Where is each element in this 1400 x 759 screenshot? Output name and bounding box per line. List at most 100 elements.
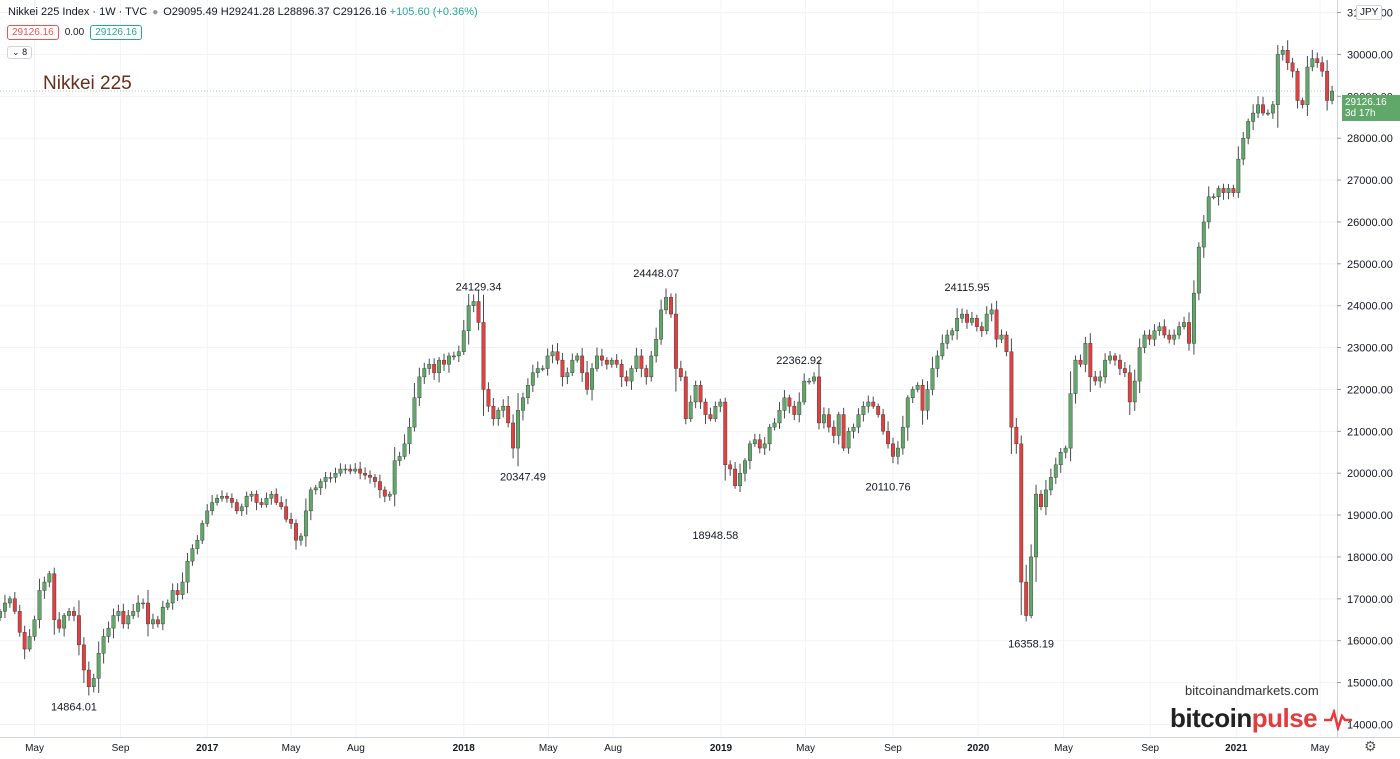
candle-body [175, 590, 180, 595]
candle-body [190, 548, 195, 562]
candle-body [170, 590, 175, 604]
candle-body [984, 313, 989, 332]
candle-body [802, 380, 807, 403]
candle-body [1295, 70, 1300, 101]
candle-body [664, 297, 668, 311]
annotation-label: 22362.92 [776, 355, 822, 367]
candle-body [1004, 334, 1009, 352]
candle-body [920, 385, 925, 411]
candle-body [1196, 246, 1201, 294]
x-tick-label: 2017 [196, 743, 219, 754]
candle-body [155, 619, 160, 625]
candle-body [101, 636, 106, 654]
y-tick-label: 30000.00 [1347, 49, 1393, 61]
candle-body [215, 498, 220, 503]
candle-body [210, 502, 215, 512]
x-tick-label: Sep [112, 743, 130, 754]
candle-body [353, 468, 358, 472]
x-tick-label: May [1311, 743, 1330, 754]
candle-body [1236, 158, 1241, 193]
candle-body [836, 414, 841, 436]
candle-body [861, 405, 866, 415]
annotation-label: 20347.49 [500, 472, 546, 484]
candle-body [688, 401, 693, 419]
candle-body [451, 355, 456, 358]
candle-body [131, 611, 136, 616]
candle-body [856, 414, 861, 428]
candle-body [999, 334, 1004, 340]
x-tick-label: May [1054, 743, 1073, 754]
candle-body [772, 422, 777, 428]
candle-body [506, 405, 511, 424]
candle-body [501, 405, 506, 411]
candle-body [974, 318, 979, 327]
candle-body [1256, 104, 1260, 114]
candle-body [950, 330, 955, 336]
candle-body [1029, 556, 1034, 616]
candle-body [308, 489, 313, 512]
candle-body [590, 368, 594, 390]
candle-body [422, 368, 427, 378]
y-tick-label: 24000.00 [1347, 301, 1393, 313]
candle-body [1187, 322, 1191, 344]
indicator-count: 8 [22, 47, 28, 57]
candle-body [1039, 493, 1043, 507]
y-tick-label: 21000.00 [1347, 426, 1393, 438]
candle-body [762, 443, 767, 449]
time-axis[interactable]: May Sep 2017 May Aug 2018 May Aug 2019 May Sep 2020… [0, 737, 1400, 755]
candle-body [683, 376, 688, 419]
candle-body [57, 619, 62, 629]
candle-body [348, 468, 353, 472]
candle-body [432, 364, 437, 373]
candle-body [72, 611, 76, 616]
candle-body [826, 414, 831, 428]
candle-body [669, 297, 673, 315]
candle-body [871, 401, 876, 407]
candle-body [925, 389, 930, 411]
candle-body [644, 368, 649, 378]
x-tick-label: Sep [884, 743, 902, 754]
candle-body [77, 615, 81, 646]
bid-price-box[interactable]: 29126.16 [7, 25, 59, 40]
candle-body [649, 355, 654, 378]
chart-legend: Nikkei 225 Index · 1W · TVC ● O29095.49 … [8, 6, 478, 18]
candle-body [516, 410, 520, 449]
candle-body [1305, 66, 1310, 105]
change-value: +105.60 (+0.36%) [389, 6, 478, 18]
candle-body [239, 506, 244, 512]
candle-body [1162, 326, 1167, 336]
candle-body [930, 368, 935, 390]
candle-body [67, 611, 71, 616]
candle-body [886, 431, 890, 445]
candle-body [1068, 393, 1073, 449]
candle-body [752, 439, 757, 445]
price-axis-bg [1337, 0, 1400, 759]
candle-body [738, 472, 742, 486]
currency-label[interactable]: JPY [1356, 5, 1383, 20]
candle-body [910, 389, 915, 399]
candle-body [126, 615, 131, 625]
settings-gear-icon[interactable]: ⚙ [1364, 738, 1377, 754]
candle-body [876, 405, 881, 415]
candle-body [1280, 50, 1285, 55]
candle-body [1043, 489, 1048, 507]
candle-body [945, 334, 950, 344]
candle-body [456, 351, 461, 357]
y-tick-label: 15000.00 [1347, 678, 1393, 690]
candle-body [767, 426, 772, 445]
candle-body [969, 318, 974, 323]
symbol-title[interactable]: Nikkei 225 Index · 1W · TVC [8, 6, 148, 18]
candle-body [728, 464, 733, 470]
candle-body [27, 636, 32, 650]
indicator-toggle-button[interactable]: ⌄ 8 [7, 46, 33, 59]
y-tick-label: 25000.00 [1347, 259, 1393, 271]
annotation-label: 24129.34 [456, 281, 502, 293]
candle-body [0, 611, 2, 618]
candle-body [1310, 58, 1315, 68]
candle-body [1152, 330, 1157, 340]
candle-body [160, 606, 165, 625]
candle-body [358, 468, 363, 474]
ask-price-box[interactable]: 29126.16 [90, 25, 142, 40]
candle-body [540, 368, 545, 370]
